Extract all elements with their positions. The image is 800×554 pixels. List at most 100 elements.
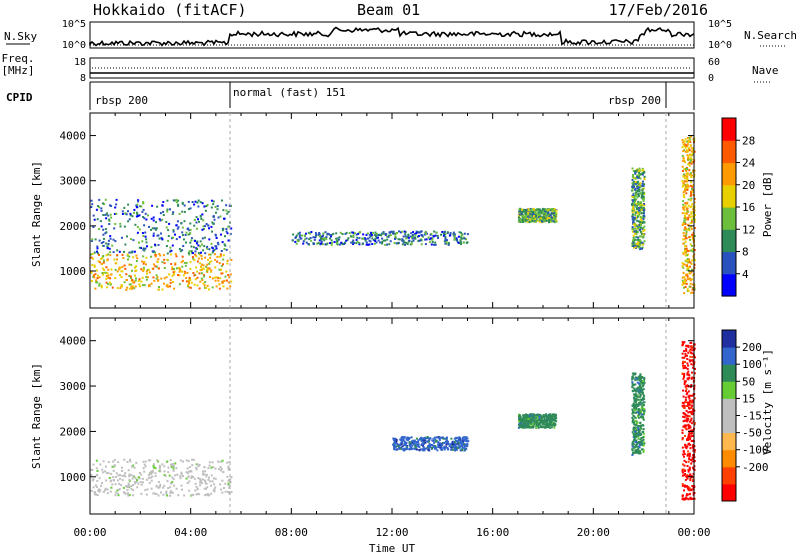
echo-cell: [214, 245, 217, 248]
echo-cell: [691, 259, 694, 262]
time-axis-title: Time UT: [369, 542, 416, 554]
echo-cell: [339, 231, 342, 234]
echo-cell: [634, 423, 637, 426]
echo-cell: [208, 494, 211, 496]
echo-cell: [396, 232, 398, 234]
echo-cell: [142, 235, 145, 237]
echo-cell: [637, 415, 640, 418]
echo-cell: [150, 228, 152, 231]
echo-cell: [291, 239, 294, 242]
echo-cell: [402, 437, 405, 440]
echo-cell: [135, 265, 138, 268]
echo-cell: [689, 226, 692, 228]
echo-cell: [292, 233, 295, 236]
echo-cell: [141, 276, 144, 279]
echo-cell: [117, 474, 120, 477]
echo-cell: [97, 205, 100, 207]
echo-cell: [131, 477, 134, 480]
echo-cell: [183, 204, 186, 207]
echo-cell: [643, 204, 646, 207]
echo-cell: [684, 473, 686, 475]
echo-cell: [641, 195, 643, 197]
echo-cell: [154, 492, 156, 495]
echo-cell: [129, 212, 132, 215]
echo-cell: [637, 214, 640, 217]
echo-cell: [641, 172, 644, 175]
colorbar-segment: [722, 398, 736, 416]
echo-cell: [91, 257, 94, 260]
echo-cell: [639, 218, 642, 221]
echo-cell: [688, 436, 691, 439]
echo-cell: [373, 242, 376, 245]
echo-cell: [639, 416, 642, 419]
echo-cell: [123, 491, 125, 494]
echo-cell: [633, 389, 636, 392]
echo-cell: [165, 492, 168, 495]
echo-cell: [169, 246, 172, 249]
echo-cell: [391, 232, 394, 235]
echo-cell: [687, 198, 690, 201]
echo-cell: [692, 255, 695, 258]
echo-cell: [460, 443, 463, 446]
echo-cell: [211, 480, 214, 483]
echo-cell: [690, 363, 693, 366]
echo-cell: [634, 440, 637, 443]
echo-cell: [114, 206, 117, 209]
echo-cell: [136, 479, 139, 481]
echo-cell: [641, 388, 644, 391]
echo-cell: [691, 278, 694, 281]
echo-cell: [131, 215, 134, 218]
echo-cell: [434, 234, 437, 237]
echo-cell: [117, 488, 120, 491]
echo-cell: [639, 380, 642, 383]
echo-cell: [683, 374, 686, 377]
echo-cell: [177, 203, 180, 206]
echo-cell: [527, 418, 530, 420]
echo-cell: [639, 390, 642, 393]
echo-cell: [400, 447, 402, 450]
echo-cell: [447, 443, 450, 445]
echo-cell: [448, 242, 450, 245]
echo-cell: [409, 445, 412, 448]
echo-cell: [637, 416, 640, 419]
echo-cell: [347, 237, 350, 240]
echo-cell: [405, 445, 408, 448]
echo-cell: [320, 236, 323, 239]
echo-cell: [184, 272, 187, 275]
echo-cell: [145, 272, 148, 275]
echo-cell: [685, 485, 688, 488]
echo-cell: [169, 459, 172, 462]
echo-cell: [161, 261, 164, 264]
echo-cell: [681, 344, 684, 347]
echo-cell: [167, 229, 170, 232]
echo-cell: [686, 188, 689, 191]
echo-cell: [296, 239, 299, 242]
echo-cell: [686, 454, 689, 457]
echo-cell: [536, 216, 539, 219]
echo-cell: [111, 465, 114, 468]
echo-cell: [106, 259, 109, 262]
echo-cell: [428, 446, 431, 449]
echo-cell: [681, 223, 684, 226]
echo-cell: [156, 459, 159, 462]
echo-cell: [552, 216, 555, 219]
echo-cell: [225, 270, 228, 273]
echo-cell: [215, 211, 217, 214]
echo-cell: [643, 408, 646, 411]
echo-cell: [552, 209, 555, 212]
echo-cell: [206, 271, 209, 273]
echo-cell: [218, 268, 221, 271]
echo-cell: [518, 416, 521, 419]
echo-cell: [433, 243, 435, 246]
echo-cell: [195, 216, 198, 219]
echo-cell: [690, 193, 693, 196]
echo-cell: [309, 237, 312, 239]
echo-cell: [535, 215, 537, 218]
echo-cell: [687, 433, 690, 436]
echo-cell: [133, 287, 136, 290]
echo-cell: [163, 484, 166, 487]
echo-cell: [642, 444, 645, 447]
echo-cell: [175, 198, 178, 201]
echo-cell: [174, 253, 177, 256]
echo-cell: [427, 445, 430, 447]
